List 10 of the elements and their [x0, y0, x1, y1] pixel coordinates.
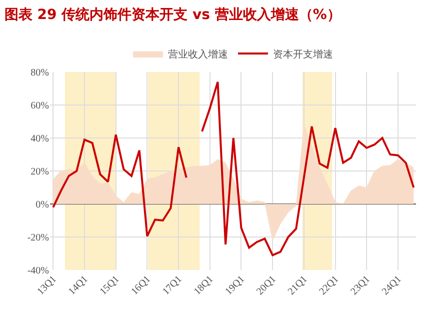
legend-label: 营业收入增速	[168, 48, 228, 60]
legend-label: 资本开支增速	[273, 48, 333, 60]
chart-title: 图表 29 传统内饰件资本开支 vs 营业收入增速（%）	[4, 6, 341, 24]
y-tick-label: 40%	[30, 134, 49, 144]
y-tick-label: 60%	[30, 100, 49, 112]
y-tick-label: -40%	[27, 266, 49, 276]
y-tick-label: 0%	[36, 200, 49, 210]
y-tick-label: -20%	[27, 232, 49, 244]
y-tick-label: 80%	[30, 68, 49, 78]
y-tick-label: 20%	[30, 166, 49, 178]
